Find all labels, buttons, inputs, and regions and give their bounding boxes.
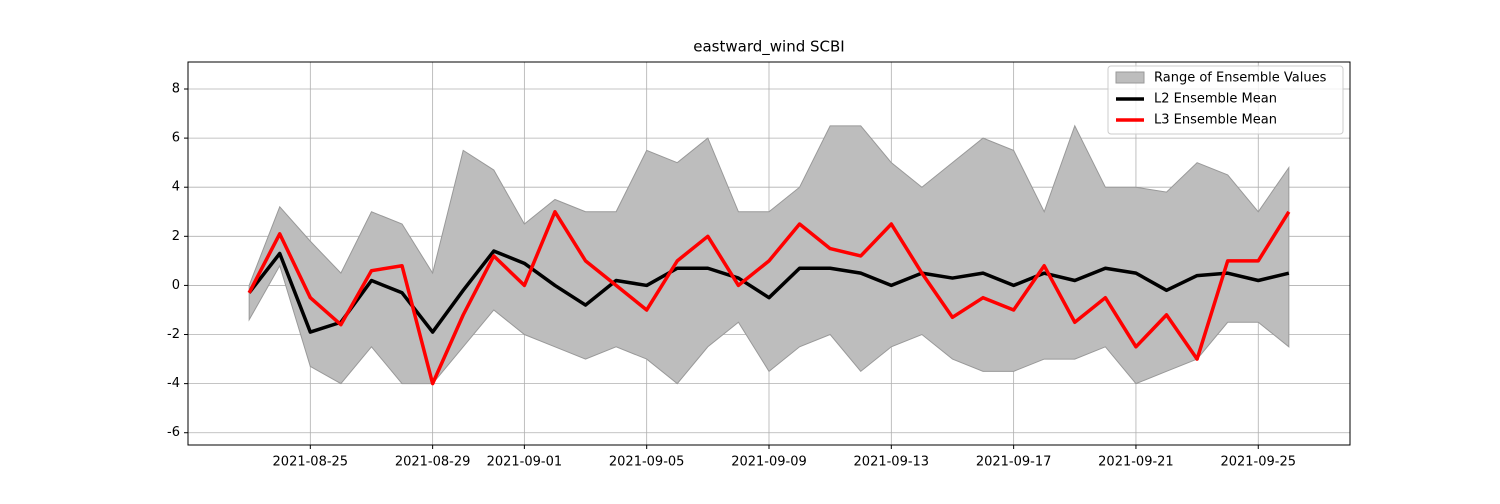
plot-frame bbox=[187, 61, 1351, 446]
series-line bbox=[247, 210, 1291, 386]
range-band bbox=[248, 124, 1290, 385]
y-tick-label: -4 bbox=[167, 376, 180, 391]
y-tick-label: 4 bbox=[172, 180, 180, 195]
y-tick-label: 0 bbox=[172, 278, 180, 293]
x-tick-label: 2021-09-13 bbox=[854, 455, 930, 470]
legend-label: L3 Ensemble Mean bbox=[1154, 113, 1277, 128]
x-tick-label: 2021-09-21 bbox=[1098, 455, 1174, 470]
x-tick-label: 2021-09-05 bbox=[609, 455, 685, 470]
y-tick-label: 6 bbox=[172, 131, 180, 146]
y-tick-label: 8 bbox=[172, 82, 180, 97]
chart-title: eastward_wind SCBI bbox=[693, 38, 844, 57]
legend-label: L2 Ensemble Mean bbox=[1154, 92, 1277, 107]
legend-box bbox=[1107, 65, 1344, 135]
x-tick-label: 2021-08-29 bbox=[395, 455, 471, 470]
x-tick-label: 2021-09-01 bbox=[487, 455, 563, 470]
x-tick-label: 2021-08-25 bbox=[273, 455, 349, 470]
x-tick-label: 2021-09-09 bbox=[731, 455, 807, 470]
legend-label: Range of Ensemble Values bbox=[1154, 71, 1327, 86]
series-line bbox=[247, 249, 1290, 334]
legend-swatch bbox=[1115, 71, 1145, 84]
y-tick-label: 2 bbox=[172, 229, 180, 244]
y-tick-label: -6 bbox=[167, 425, 180, 440]
y-tick-label: -2 bbox=[167, 327, 180, 342]
x-tick-label: 2021-09-25 bbox=[1220, 455, 1296, 470]
x-tick-label: 2021-09-17 bbox=[976, 455, 1052, 470]
